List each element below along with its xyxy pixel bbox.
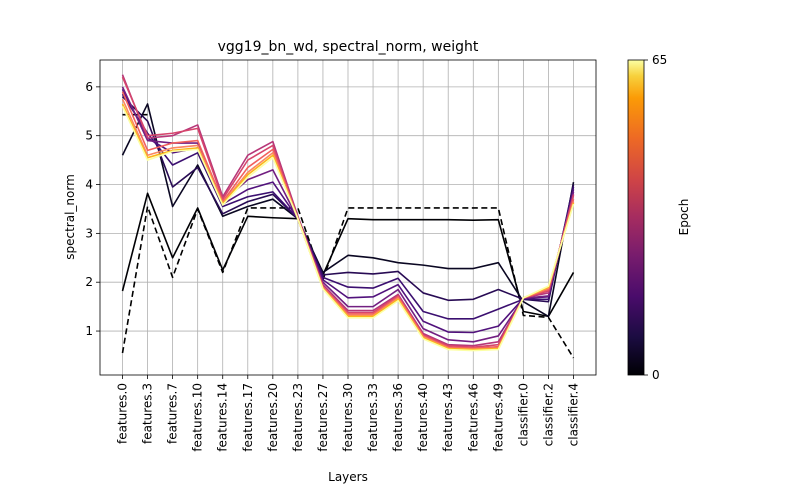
series-line-epoch-5 — [121, 96, 575, 303]
y-axis-title: spectral_norm — [63, 174, 77, 260]
x-tick-label: features.10 — [191, 383, 205, 452]
x-tick-label: features.43 — [441, 383, 455, 452]
x-tick-label: features.33 — [366, 383, 380, 452]
y-tick-label: 2 — [85, 275, 93, 289]
x-tick-label: features.7 — [166, 383, 180, 444]
y-tick-label: 3 — [85, 226, 93, 240]
x-axis-title: Layers — [328, 470, 368, 484]
x-tick-label: classifier.4 — [567, 383, 581, 446]
series-line-epoch-30 — [121, 74, 575, 347]
y-tick-label: 1 — [85, 324, 93, 338]
series-line-epoch-1 — [121, 192, 575, 318]
y-axis: 1 2 3 4 5 6 — [85, 80, 100, 338]
x-tick-label: features.14 — [216, 383, 230, 452]
x-axis: features.0 features.3 features.7 features.1… — [116, 375, 581, 452]
series-line-epoch-40 — [121, 76, 575, 348]
x-tick-label: features.30 — [341, 383, 355, 452]
colorbar-min-label: 0 — [652, 368, 660, 382]
colorbar-gradient — [627, 59, 645, 376]
chart-title: vgg19_bn_wd, spectral_norm, weight — [218, 39, 479, 55]
colorbar-title: Epoch — [677, 199, 691, 236]
series-line-epoch-20 — [121, 86, 575, 343]
x-tick-label: features.36 — [391, 383, 405, 452]
x-tick-label: features.0 — [116, 383, 130, 444]
colorbar-max-label: 65 — [652, 53, 667, 67]
y-tick-label: 5 — [85, 129, 93, 143]
x-tick-label: features.46 — [466, 383, 480, 452]
y-tick-label: 4 — [85, 178, 93, 192]
x-tick-label: features.49 — [491, 383, 505, 452]
x-tick-label: classifier.0 — [516, 383, 530, 446]
series-line-epoch-10 — [121, 93, 575, 320]
y-tick-label: 6 — [85, 80, 93, 94]
x-tick-label: features.3 — [141, 383, 155, 444]
series-line-epoch-65 — [121, 106, 575, 352]
series-line-epoch-2 — [121, 103, 575, 318]
x-tick-label: features.27 — [316, 383, 330, 452]
series-group — [121, 74, 575, 359]
x-tick-label: features.23 — [291, 383, 305, 452]
grid — [100, 60, 596, 375]
colorbar: 65 0 Epoch — [627, 53, 691, 382]
x-tick-label: features.20 — [266, 383, 280, 452]
x-tick-label: features.40 — [416, 383, 430, 452]
x-tick-label: classifier.2 — [541, 383, 555, 446]
x-tick-label: features.17 — [241, 383, 255, 452]
